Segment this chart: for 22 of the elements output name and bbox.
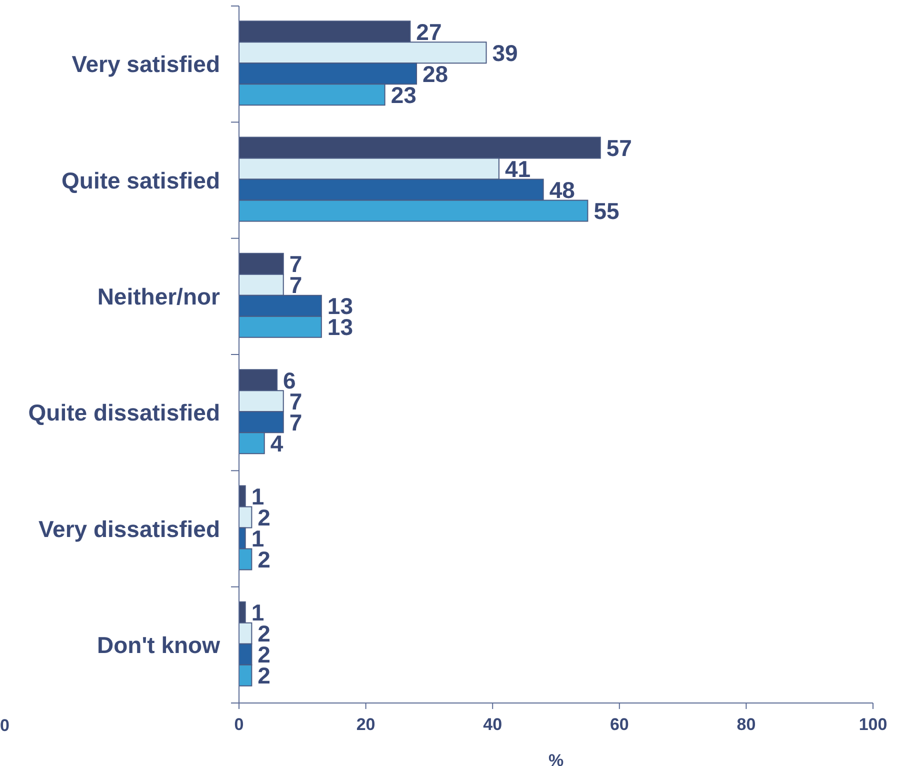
data-label: 23 <box>390 82 416 108</box>
x-tick-label: 0 <box>234 715 244 734</box>
y-tick-label: Quite satisfied <box>62 167 220 194</box>
data-label: 48 <box>549 176 576 203</box>
x-tick-label: 60 <box>610 715 629 734</box>
data-label: 55 <box>594 198 620 224</box>
x-axis-title: % <box>548 751 564 766</box>
x-tick-label: 20 <box>356 715 376 734</box>
x-tick-label: 40 <box>483 715 502 734</box>
data-label: 57 <box>606 134 632 161</box>
data-label: 41 <box>504 156 531 182</box>
y-tick-label: Neither/nor <box>97 284 220 310</box>
data-label: 27 <box>416 18 442 45</box>
x-tick-label: 80 <box>736 715 756 734</box>
y-tick-label: Don't know <box>96 632 220 658</box>
y-tick-label: Quite dissatisfied <box>28 400 220 426</box>
data-label: 39 <box>492 40 518 66</box>
y-tick-label: Very satisfied <box>72 51 220 78</box>
data-label: 28 <box>422 60 448 87</box>
x-tick-label: 100 <box>858 715 888 734</box>
y-tick-label: Very dissatisfied <box>38 516 220 542</box>
data-label: 4 <box>270 430 284 456</box>
